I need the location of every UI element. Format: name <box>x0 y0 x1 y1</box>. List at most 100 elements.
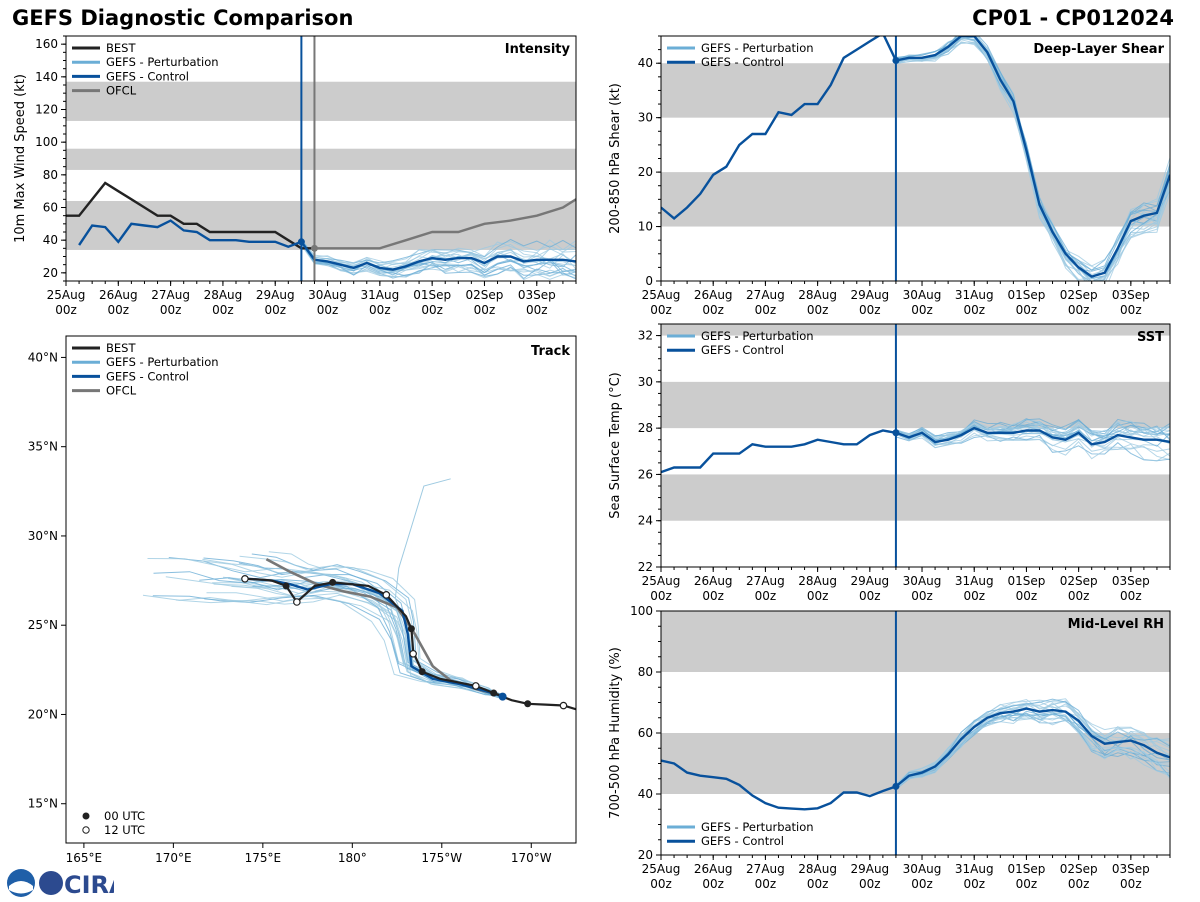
perturbation-track <box>206 592 503 696</box>
best-00utc-point <box>329 578 337 586</box>
x-tick-date: 01Sep <box>413 288 451 302</box>
series-line-ofcl <box>314 198 576 250</box>
x-tick-date: 30Aug <box>903 862 942 876</box>
x-tick-hour: 00z <box>1016 303 1038 317</box>
x-tick-date: 25Aug <box>47 288 86 302</box>
x-tick-date: 27Aug <box>151 288 190 302</box>
perturbation-line <box>895 41 1170 281</box>
x-tick-hour: 00z <box>807 303 829 317</box>
noaa-cira-logo: CIRA <box>4 866 128 899</box>
y-tick-label: 80 <box>638 665 653 679</box>
series-line-gefs-control <box>661 36 1170 278</box>
threshold-band <box>661 733 1170 794</box>
y-axis-label: 10m Max Wind Speed (kt) <box>13 74 28 243</box>
perturbation-line <box>301 239 576 267</box>
lat-tick-label: 35°N <box>28 440 58 454</box>
y-tick-label: 160 <box>35 37 58 51</box>
globe-icon <box>39 871 63 895</box>
x-tick-hour: 00z <box>650 589 672 603</box>
lat-tick-label: 40°N <box>28 350 58 364</box>
perturbation-line <box>895 713 1170 790</box>
x-tick-date: 28Aug <box>204 288 243 302</box>
x-tick-hour: 00z <box>963 303 985 317</box>
control-init-point <box>892 429 900 437</box>
y-tick-label: 10 <box>638 220 653 234</box>
perturbation-line <box>300 238 576 264</box>
panel-title: Track <box>531 344 570 359</box>
legend-00utc-marker <box>82 812 90 820</box>
y-tick-label: 100 <box>35 135 58 149</box>
x-tick-date: 31Aug <box>955 862 994 876</box>
legend-12utc-marker <box>82 826 90 834</box>
x-tick-hour: 00z <box>859 877 881 891</box>
legend-label: OFCL <box>106 84 137 98</box>
perturbation-line <box>895 429 1170 457</box>
y-tick-label: 20 <box>638 848 653 862</box>
legend-label: GEFS - Perturbation <box>701 820 814 834</box>
y-tick-label: 20 <box>43 266 58 280</box>
perturbation-track <box>239 555 503 697</box>
x-tick-hour: 00z <box>1016 589 1038 603</box>
x-tick-date: 28Aug <box>798 288 837 302</box>
x-tick-date: 29Aug <box>850 862 889 876</box>
x-tick-date: 02Sep <box>1060 862 1098 876</box>
panel-title: SST <box>1137 330 1164 345</box>
y-tick-label: 60 <box>43 201 58 215</box>
panel-rh: 2040608010025Aug00z26Aug00z27Aug00z28Aug… <box>608 604 1171 891</box>
perturbation-line <box>895 419 1170 438</box>
y-tick-label: 60 <box>638 726 653 740</box>
x-tick-hour: 00z <box>369 303 391 317</box>
series-line-gefs-control <box>78 219 576 271</box>
cira-logo-text: CIRA <box>64 871 114 898</box>
x-tick-date: 01Sep <box>1007 574 1045 588</box>
x-tick-date: 30Aug <box>308 288 347 302</box>
x-tick-hour: 00z <box>55 303 77 317</box>
x-tick-hour: 00z <box>702 303 724 317</box>
x-tick-hour: 00z <box>264 303 286 317</box>
threshold-band <box>661 381 1170 429</box>
series-line-gefs-control <box>661 426 1170 474</box>
x-tick-date: 01Sep <box>1007 862 1045 876</box>
x-tick-hour: 00z <box>755 877 777 891</box>
x-tick-hour: 00z <box>421 303 443 317</box>
x-tick-hour: 00z <box>1120 303 1142 317</box>
panel-title: Deep-Layer Shear <box>1033 42 1164 57</box>
threshold-band <box>661 172 1170 227</box>
series-line-gefs-control <box>661 707 1170 811</box>
y-axis-label: Sea Surface Temp (°C) <box>608 372 623 519</box>
x-tick-date: 26Aug <box>694 574 733 588</box>
x-tick-hour: 00z <box>807 589 829 603</box>
x-tick-date: 01Sep <box>1007 288 1045 302</box>
x-tick-date: 25Aug <box>642 862 681 876</box>
lon-tick-label: 170°E <box>155 851 192 865</box>
series-line-best <box>66 181 315 250</box>
perturbation-line <box>895 418 1170 437</box>
x-tick-date: 27Aug <box>746 574 785 588</box>
panel-plot-area <box>66 81 576 281</box>
x-tick-date: 30Aug <box>903 574 942 588</box>
legend-label: GEFS - Perturbation <box>106 355 219 369</box>
x-tick-date: 30Aug <box>903 288 942 302</box>
legend-label: OFCL <box>106 384 137 398</box>
y-tick-label: 32 <box>638 329 653 343</box>
y-tick-label: 22 <box>638 560 653 574</box>
panel-sst: 22242628303225Aug00z26Aug00z27Aug00z28Au… <box>608 323 1171 603</box>
legend-label: BEST <box>106 41 136 55</box>
ofcl-init-point <box>310 244 318 252</box>
storm-id-title: CP01 - CP012024 <box>972 6 1174 30</box>
x-tick-date: 25Aug <box>642 574 681 588</box>
control-init-point <box>892 57 900 64</box>
perturbation-line <box>300 243 576 280</box>
legend-label: GEFS - Control <box>106 69 189 83</box>
perturbation-line <box>895 420 1170 443</box>
y-tick-label: 24 <box>638 514 653 528</box>
x-tick-date: 31Aug <box>955 574 994 588</box>
panel-frame <box>660 323 1171 568</box>
control-track <box>248 577 503 698</box>
legend-label: GEFS - Control <box>701 343 784 357</box>
x-tick-date: 29Aug <box>850 288 889 302</box>
x-tick-date: 26Aug <box>694 288 733 302</box>
x-tick-hour: 00z <box>1068 877 1090 891</box>
